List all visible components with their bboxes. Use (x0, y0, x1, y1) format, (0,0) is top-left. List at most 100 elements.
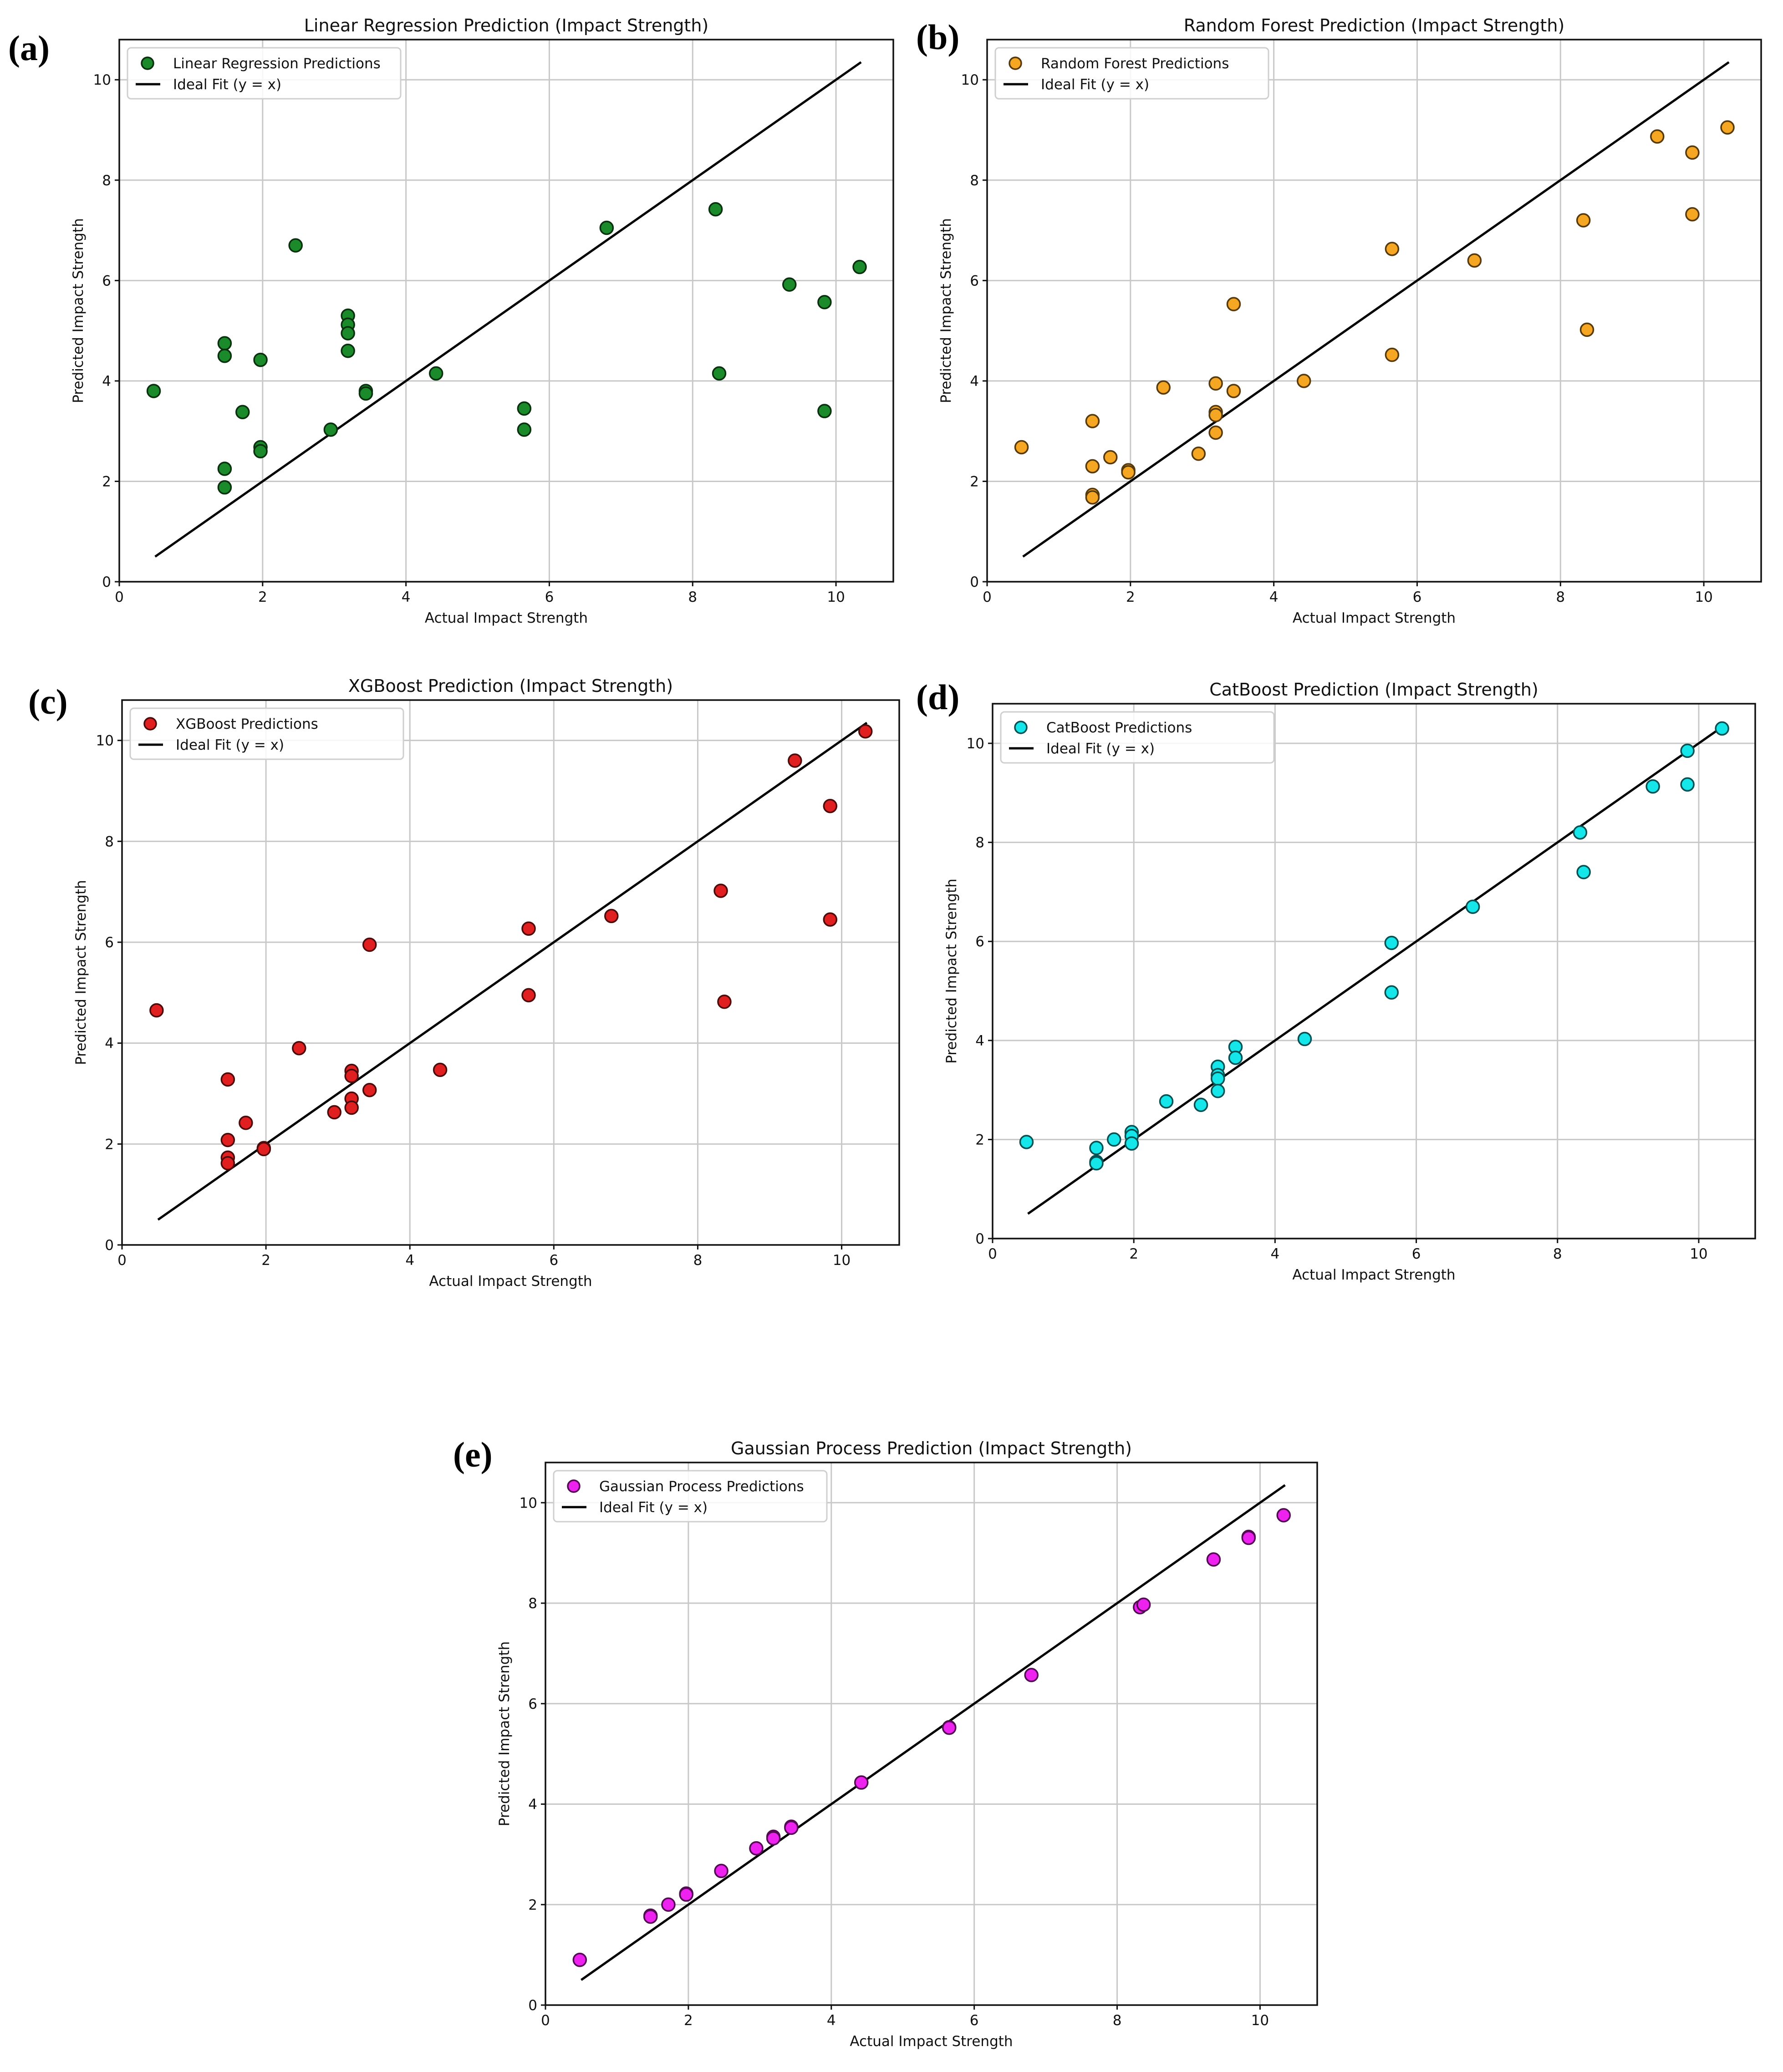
legend-marker (1014, 721, 1028, 734)
data-point (1208, 425, 1223, 440)
x-tick-label: 2 (1126, 589, 1135, 605)
chart-title: CatBoost Prediction (Impact Strength) (1209, 680, 1538, 700)
x-tick-label: 2 (1129, 1246, 1138, 1262)
data-point (572, 1952, 587, 1967)
data-point (358, 386, 373, 401)
data-point (1385, 347, 1400, 362)
x-tick-label: 0 (541, 2012, 550, 2029)
data-point (854, 1775, 869, 1790)
data-point (1680, 743, 1695, 758)
x-axis-label: Actual Impact Strength (429, 1273, 592, 1290)
x-axis-label: Actual Impact Strength (850, 2033, 1013, 2050)
y-axis-label: Predicted Impact Strength (496, 1641, 513, 1827)
y-axis-label: Predicted Impact Strength (943, 879, 960, 1064)
legend-series-label: Random Forest Predictions (1041, 56, 1229, 72)
chart-panel-e: (e) Gaussian Process Prediction (Impact S… (453, 1435, 1318, 2050)
data-point (1467, 253, 1482, 268)
y-tick-label: 10 (961, 72, 979, 88)
data-point (1206, 1552, 1221, 1567)
data-point (604, 909, 619, 924)
data-point (1085, 414, 1100, 428)
data-point (1576, 213, 1591, 228)
chart-panel-a: (a) Linear Regression Prediction (Impact … (8, 15, 894, 626)
data-point (288, 238, 303, 253)
x-tick-label: 10 (1695, 589, 1712, 605)
y-tick-label: 2 (970, 473, 979, 490)
data-point (323, 422, 338, 437)
data-point (1685, 207, 1700, 222)
data-point (1089, 1141, 1104, 1155)
x-tick-label: 0 (117, 1252, 127, 1269)
x-tick-label: 2 (261, 1252, 270, 1269)
ideal-fit-line (1027, 727, 1721, 1215)
chart-panel-b: (b) Random Forest Prediction (Impact Stre… (916, 15, 1762, 626)
x-tick-label: 0 (115, 589, 124, 605)
legend-series-label: XGBoost Predictions (176, 716, 318, 732)
x-axis-label: Actual Impact Strength (1293, 610, 1456, 626)
y-tick-label: 4 (102, 373, 111, 390)
data-point (1385, 242, 1400, 256)
data-point (256, 1142, 271, 1157)
panel-label: (b) (916, 17, 959, 57)
data-point (1720, 120, 1735, 135)
y-axis-label: Predicted Impact Strength (70, 218, 87, 403)
data-point (1384, 985, 1399, 1000)
data-point (1241, 1530, 1256, 1545)
legend-series-label: Gaussian Process Predictions (599, 1478, 804, 1495)
panel-label: (c) (28, 682, 68, 721)
panel-label: (d) (916, 677, 959, 717)
x-tick-label: 8 (1556, 589, 1565, 605)
x-tick-label: 6 (545, 589, 554, 605)
legend: CatBoost Predictions Ideal Fit (y = x) (1000, 711, 1275, 764)
legend-marker (141, 56, 154, 70)
panels: (a) Linear Regression Prediction (Impact … (8, 15, 1762, 2050)
x-tick-label: 2 (258, 589, 267, 605)
data-point (217, 349, 232, 363)
plot-frame (992, 703, 1756, 1239)
x-tick-label: 6 (1412, 1246, 1421, 1262)
legend-ideal-label: Ideal Fit (y = x) (599, 1499, 708, 1516)
legend-marker (143, 717, 157, 731)
legend: Random Forest Predictions Ideal Fit (y = … (994, 47, 1269, 100)
y-tick-label: 4 (970, 373, 979, 390)
data-point (717, 995, 732, 1009)
y-tick-label: 2 (102, 473, 111, 490)
y-tick-label: 2 (975, 1132, 984, 1148)
data-point (1014, 440, 1029, 455)
data-point (1136, 1597, 1151, 1612)
x-tick-label: 10 (1251, 2012, 1269, 2029)
data-point (679, 1887, 693, 1902)
data-point (220, 1072, 235, 1087)
data-point (1210, 1084, 1225, 1098)
data-point (1579, 322, 1595, 337)
x-tick-label: 8 (688, 589, 697, 605)
data-point (1680, 777, 1695, 792)
data-point (1193, 1097, 1208, 1112)
data-point (1465, 899, 1480, 914)
data-point (1226, 384, 1241, 398)
data-point (788, 753, 802, 768)
data-point (817, 295, 832, 310)
data-point (817, 404, 832, 418)
y-tick-label: 6 (528, 1696, 537, 1712)
data-point (1208, 376, 1223, 391)
y-tick-label: 8 (975, 835, 984, 851)
y-tick-label: 2 (528, 1897, 537, 1913)
y-tick-label: 0 (970, 574, 979, 590)
y-tick-label: 8 (102, 173, 111, 189)
data-point (713, 884, 728, 898)
data-point (823, 799, 838, 813)
data-point (1685, 145, 1700, 160)
data-point (1650, 129, 1665, 144)
data-point (217, 336, 232, 350)
data-point (712, 366, 727, 381)
chart-panel-d: (d) CatBoost Prediction (Impact Strength)… (916, 677, 1756, 1283)
data-point (253, 444, 268, 459)
data-point (362, 1082, 377, 1097)
legend-box (553, 1470, 828, 1523)
y-tick-label: 8 (528, 1595, 537, 1612)
ideal-fit-line (157, 721, 868, 1221)
data-point (362, 937, 377, 952)
x-tick-label: 0 (983, 589, 992, 605)
